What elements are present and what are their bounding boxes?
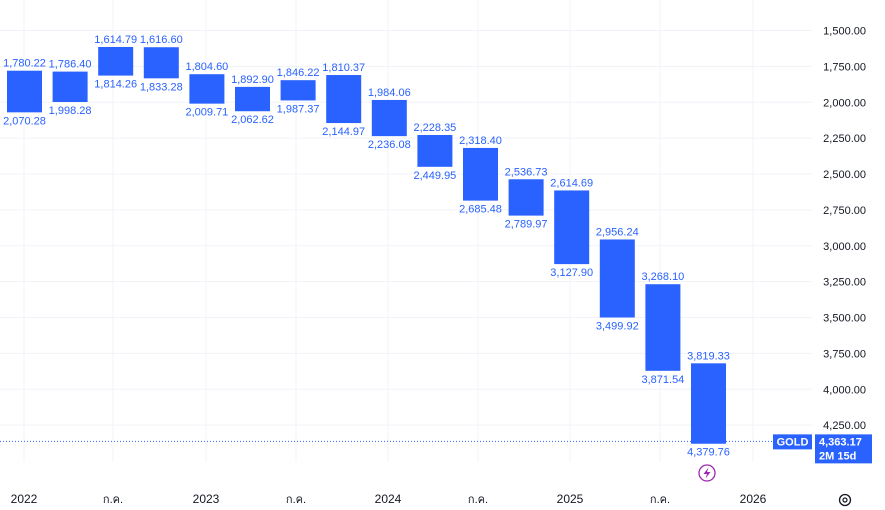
price-tick-label: 2,250.00 xyxy=(823,133,866,145)
price-tick-label: 3,250.00 xyxy=(823,277,866,289)
bar-top-label: 2,956.24 xyxy=(596,226,639,238)
bar-bottom-label: 3,499.92 xyxy=(596,320,639,332)
last-price-badges: GOLD 4,363.17 2M 15d xyxy=(773,434,872,464)
candle-bar xyxy=(645,284,681,371)
bar-bottom-label: 2,070.28 xyxy=(3,115,46,127)
price-tick-label: 1,750.00 xyxy=(823,61,866,73)
last-price-value: 4,363.17 xyxy=(819,436,862,448)
time-tick-label: 2026 xyxy=(740,492,767,506)
candle-bar xyxy=(371,99,407,137)
time-axis[interactable]: 2022 ก.ค. 2023 ก.ค. 2024 ก.ค. 2025 ก.ค. 2026 xyxy=(11,492,767,506)
price-tick-label: 2,500.00 xyxy=(823,169,866,181)
bar-bottom-label: 3,871.54 xyxy=(641,374,684,386)
bar-top-label: 1,810.37 xyxy=(322,62,365,74)
lightning-event-icon[interactable] xyxy=(698,464,716,482)
candle-bar xyxy=(417,135,453,167)
bar-top-label: 2,536.73 xyxy=(505,166,548,178)
bar-bottom-label: 2,062.62 xyxy=(231,114,274,126)
candle-bar xyxy=(280,80,316,101)
bar-bottom-label: 2,685.48 xyxy=(459,204,502,216)
bar-top-label: 1,846.22 xyxy=(277,67,320,79)
price-axis[interactable]: 1,500.00 1,750.00 2,000.00 2,250.00 2,500.00… xyxy=(823,26,866,433)
candle-bar xyxy=(189,74,225,104)
bar-top-label: 1,984.06 xyxy=(368,87,411,99)
price-tick-label: 4,000.00 xyxy=(823,384,866,396)
time-tick-label: 2023 xyxy=(193,492,220,506)
bar-bottom-label: 2,144.97 xyxy=(322,126,365,138)
price-tick-label: 4,250.00 xyxy=(823,420,866,432)
bar-top-label: 1,780.22 xyxy=(3,58,46,70)
time-tick-label: 2024 xyxy=(375,492,402,506)
bar-bottom-label: 2,789.97 xyxy=(505,219,548,231)
time-tick-label: ก.ค. xyxy=(650,494,670,506)
bar-top-label: 1,786.40 xyxy=(49,59,92,71)
candle-bar xyxy=(599,239,635,318)
candle-bar xyxy=(235,86,270,112)
bar-bottom-label: 2,009.71 xyxy=(185,107,228,119)
bar-bottom-label: 4,379.76 xyxy=(687,447,730,459)
candle-bar xyxy=(143,47,179,79)
time-tick-label: ก.ค. xyxy=(468,494,488,506)
price-tick-label: 3,750.00 xyxy=(823,348,866,360)
price-tick-label: 3,000.00 xyxy=(823,241,866,253)
candle-bar xyxy=(326,75,362,124)
candle-bar xyxy=(463,147,498,201)
time-tick-label: ก.ค. xyxy=(103,494,123,506)
bar-bottom-label: 1,814.26 xyxy=(94,79,137,91)
candle-bar xyxy=(554,190,590,265)
bar-top-label: 2,228.35 xyxy=(413,122,456,134)
last-price-badge xyxy=(815,434,872,464)
bar-bottom-label: 2,449.95 xyxy=(413,170,456,182)
symbol-badge-label: GOLD xyxy=(777,436,809,448)
price-tick-label: 3,500.00 xyxy=(823,313,866,325)
symbol-badge xyxy=(773,434,812,450)
bar-top-label: 1,614.79 xyxy=(94,34,137,46)
candle-bar xyxy=(691,363,726,444)
chart-bars: 1,780.22 2,070.28 1,786.40 1,998.28 1,614.79… xyxy=(3,34,730,459)
chart-grid xyxy=(0,0,812,462)
bar-bottom-label: 3,127.90 xyxy=(550,267,593,279)
bar-top-label: 2,318.40 xyxy=(459,135,502,147)
bar-bottom-label: 2,236.08 xyxy=(368,139,411,151)
price-tick-label: 2,750.00 xyxy=(823,205,866,217)
settings-gear-icon[interactable] xyxy=(838,493,852,507)
bar-top-label: 3,819.33 xyxy=(687,350,730,362)
bar-top-label: 3,268.10 xyxy=(641,271,684,283)
candle-bar xyxy=(98,46,134,76)
bar-top-label: 1,892.90 xyxy=(231,74,274,86)
price-tick-label: 1,500.00 xyxy=(823,26,866,38)
bar-top-label: 1,804.60 xyxy=(185,61,228,73)
bar-top-label: 2,614.69 xyxy=(550,177,593,189)
bar-bottom-label: 1,998.28 xyxy=(49,105,92,117)
bar-countdown: 2M 15d xyxy=(819,450,856,462)
candle-bar xyxy=(52,71,88,103)
time-tick-label: ก.ค. xyxy=(286,494,306,506)
candle-bar xyxy=(7,70,42,113)
time-tick-label: 2025 xyxy=(557,492,584,506)
candle-bar xyxy=(508,179,544,216)
bar-top-label: 1,616.60 xyxy=(140,34,183,46)
price-tick-label: 2,000.00 xyxy=(823,97,866,109)
bar-bottom-label: 1,833.28 xyxy=(140,81,183,93)
time-tick-label: 2022 xyxy=(11,492,38,506)
bar-bottom-label: 1,987.37 xyxy=(277,103,320,115)
